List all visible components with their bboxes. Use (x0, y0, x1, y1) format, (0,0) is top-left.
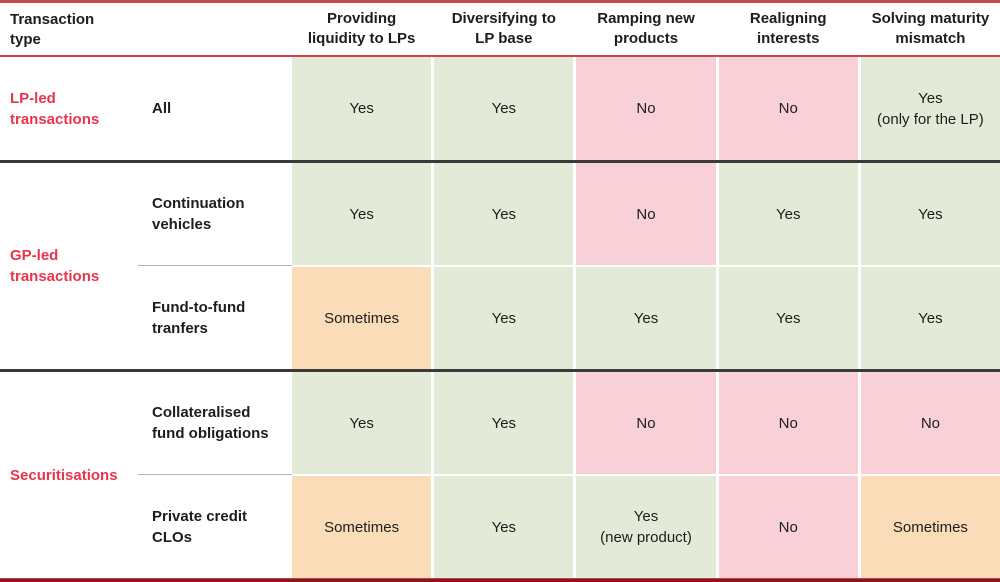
column-header-providing-liquidity: Providing liquidity to LPs (307, 10, 416, 47)
matrix-cell: Yes (292, 163, 432, 265)
group-rows-securitisations: Collateralised fund obligations Yes Yes … (138, 372, 1000, 578)
table-row: Continuation vehicles Yes Yes No Yes Yes (145, 163, 1000, 265)
matrix-cell: Sometimes (292, 267, 432, 369)
row-cells: Yes Yes No No Yes (only for the LP) (292, 57, 1000, 160)
matrix-cell: Yes (434, 163, 574, 265)
matrix-cell: Yes (576, 267, 716, 369)
matrix-cell: No (718, 57, 858, 160)
section-divider (0, 369, 1000, 372)
table-row: Collateralised fund obligations Yes Yes … (145, 372, 1000, 474)
matrix-cell: Sometimes (292, 476, 432, 578)
group-gp-led-transactions: GP-led transactions Continuation vehicle… (0, 163, 1000, 369)
section-divider (0, 160, 1000, 163)
matrix-cell: No (576, 163, 716, 265)
matrix-cell: Yes (new product) (576, 476, 716, 578)
row-cells: Yes Yes No No No (292, 372, 1000, 474)
matrix-cell: Yes (718, 163, 858, 265)
table-top-border (0, 0, 1000, 3)
group-lp-led-transactions: LP-led transactions All Yes Yes No No Ye… (0, 57, 1000, 160)
matrix-cell: No (718, 476, 858, 578)
row-label-fund-to-fund-tranfers: Fund-to-fund tranfers (152, 299, 246, 337)
matrix-cell: Yes (434, 476, 574, 578)
table-row: Private credit CLOs Sometimes Yes Yes (n… (145, 476, 1000, 578)
matrix-cell: Yes (860, 267, 1000, 369)
column-header-ramping-new-products: Ramping new products (597, 10, 695, 47)
table-row: Fund-to-fund tranfers Sometimes Yes Yes … (145, 267, 1000, 369)
matrix-cell: Yes (434, 57, 574, 160)
matrix-cell: Yes (292, 57, 432, 160)
row-label-all: All (152, 100, 172, 117)
row-label-private-credit-clos: Private credit CLOs (152, 508, 248, 546)
group-label-gp-led: GP-led transactions (10, 247, 100, 285)
matrix-cell: No (718, 372, 858, 474)
table-bottom-border (0, 578, 1000, 582)
row-cells: Yes Yes No Yes Yes (292, 163, 1000, 265)
intra-group-divider-line (138, 265, 292, 266)
matrix-cell: Yes (434, 372, 574, 474)
row-cells: Sometimes Yes Yes (new product) No Somet… (292, 476, 1000, 578)
table-header-row: Transaction type Providing liquidity to … (0, 3, 1000, 55)
matrix-cell: No (860, 372, 1000, 474)
row-cells: Sometimes Yes Yes Yes Yes (292, 267, 1000, 369)
matrix-cell: No (576, 57, 716, 160)
matrix-cell: Yes (860, 163, 1000, 265)
column-header-solving-maturity-mismatch: Solving maturity mismatch (871, 10, 990, 47)
column-header-realigning-interests: Realigning interests (749, 10, 827, 47)
group-label-lp-led: LP-led transactions (10, 89, 100, 128)
group-label-securitisations: Securitisations (10, 466, 118, 484)
row-label-collateralised-fund-obligations: Collateralised fund obligations (152, 404, 269, 442)
group-rows-gp-led: Continuation vehicles Yes Yes No Yes Yes… (138, 163, 1000, 369)
header-cells: Providing liquidity to LPs Diversifying … (292, 3, 1000, 55)
matrix-cell: Yes (only for the LP) (860, 57, 1000, 160)
intra-group-divider-line (138, 474, 292, 475)
matrix-cell: Yes (434, 267, 574, 369)
column-header-diversifying-lp-base: Diversifying to LP base (451, 10, 556, 47)
intra-group-divider (138, 265, 1000, 267)
column-header-transaction-type: Transaction type (10, 11, 95, 48)
matrix-cell: Yes (292, 372, 432, 474)
header-divider (0, 55, 1000, 57)
group-securitisations: Securitisations Collateralised fund obli… (0, 372, 1000, 578)
row-label-continuation-vehicles: Continuation vehicles (152, 195, 245, 233)
group-rows-lp-led: All Yes Yes No No Yes (only for the LP) (145, 57, 1000, 160)
matrix-cell: Sometimes (860, 476, 1000, 578)
table-row: All Yes Yes No No Yes (only for the LP) (145, 57, 1000, 160)
matrix-cell: No (576, 372, 716, 474)
intra-group-divider (138, 474, 1000, 476)
matrix-cell: Yes (718, 267, 858, 369)
